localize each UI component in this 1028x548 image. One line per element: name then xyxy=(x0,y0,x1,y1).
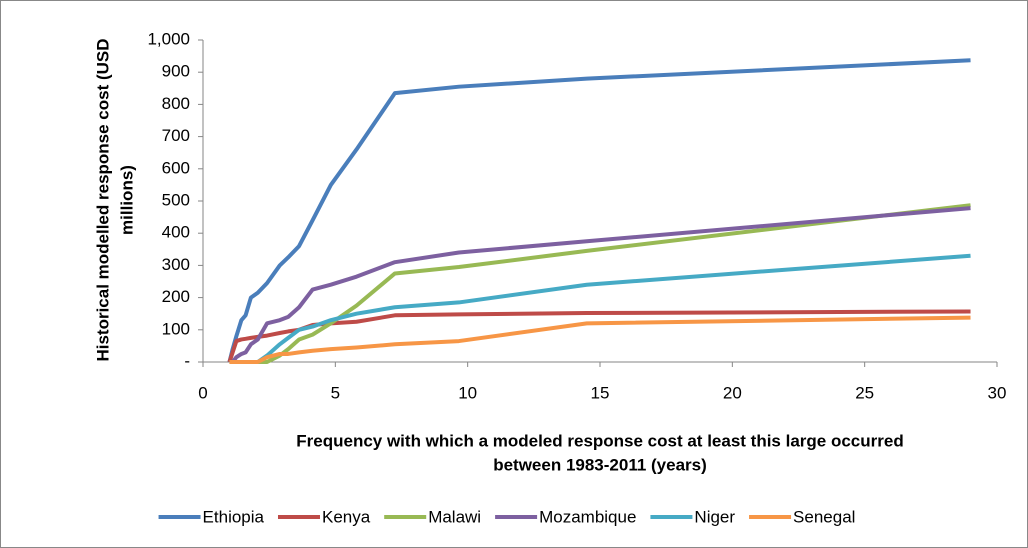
y-axis-label: millions) xyxy=(117,165,136,235)
y-tick-label: 600 xyxy=(162,158,190,177)
x-tick-label: 25 xyxy=(855,383,874,402)
y-axis-label: Historical modelled response cost (USD xyxy=(93,38,112,361)
y-tick-label: 500 xyxy=(162,190,190,209)
line-series xyxy=(229,315,971,364)
x-axis-label: Frequency with which a modeled response … xyxy=(296,431,903,450)
x-tick-label: 20 xyxy=(723,383,742,402)
y-tick-label: 700 xyxy=(162,126,190,145)
line-series xyxy=(229,206,971,364)
legend-label: Niger xyxy=(694,507,735,526)
y-tick-label: 900 xyxy=(162,62,190,81)
legend-label: Mozambique xyxy=(539,507,636,526)
legend-label: Kenya xyxy=(322,507,371,526)
x-tick-label: 10 xyxy=(458,383,477,402)
legend-label: Malawi xyxy=(428,507,481,526)
x-tick-label: 5 xyxy=(331,383,340,402)
y-tick-label: 400 xyxy=(162,223,190,242)
x-tick-label: 15 xyxy=(591,383,610,402)
legend-label: Ethiopia xyxy=(203,507,265,526)
x-tick-label: 0 xyxy=(198,383,207,402)
y-tick-label: 800 xyxy=(162,94,190,113)
x-axis-label: between 1983-2011 (years) xyxy=(493,455,707,474)
y-tick-label: - xyxy=(184,351,190,370)
x-tick-label: 30 xyxy=(988,383,1007,402)
line-series xyxy=(227,309,971,363)
legend-label: Senegal xyxy=(793,507,855,526)
y-tick-label: 1,000 xyxy=(147,29,190,48)
y-tick-label: 300 xyxy=(162,255,190,274)
line-series xyxy=(227,58,971,363)
y-tick-label: 100 xyxy=(162,319,190,338)
y-tick-label: 200 xyxy=(162,287,190,306)
